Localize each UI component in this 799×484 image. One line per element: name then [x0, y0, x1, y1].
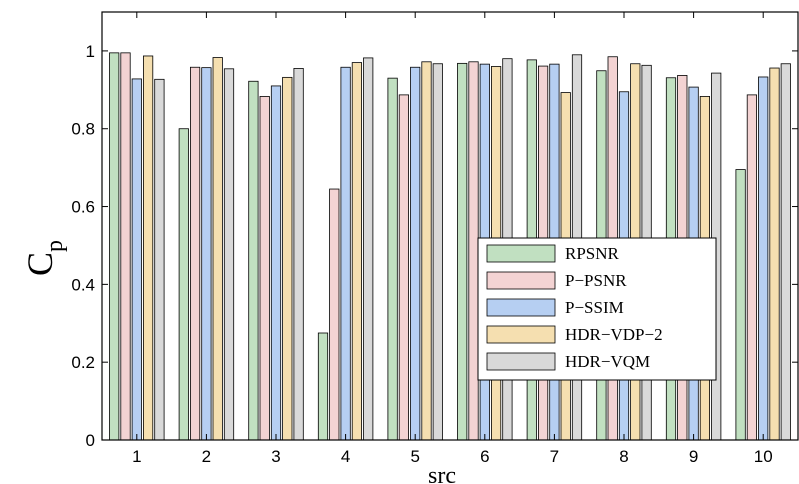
x-tick-label: 4: [341, 447, 350, 466]
bar: [317, 332, 329, 441]
bar: [398, 94, 410, 441]
x-axis-title: src: [428, 463, 456, 484]
x-tick-label: 3: [271, 447, 280, 466]
bar: [154, 78, 165, 441]
y-tick-label: 0.2: [71, 353, 95, 372]
bar: [223, 68, 235, 441]
bar: [758, 76, 769, 441]
legend-label: RPSNR: [565, 244, 620, 263]
bar: [780, 63, 791, 441]
x-tick-label: 2: [202, 447, 211, 466]
bar: [212, 57, 223, 441]
y-axis-title: Cp: [20, 240, 68, 276]
legend-swatch: [486, 271, 556, 290]
legend-swatch: [486, 352, 556, 371]
legend-label: P−SSIM: [565, 298, 624, 317]
bar: [270, 85, 282, 441]
bar: [329, 188, 340, 441]
x-tick-label: 8: [619, 447, 628, 466]
bar: [120, 52, 131, 441]
bar: [178, 128, 189, 441]
bar: [457, 62, 468, 441]
bar: [340, 66, 351, 441]
bar: [259, 96, 270, 441]
bar: [201, 67, 212, 441]
bar: [293, 68, 304, 441]
bar: [351, 62, 363, 441]
bar: [746, 94, 758, 441]
x-tick-label: 10: [754, 447, 773, 466]
x-tick-label: 9: [689, 447, 698, 466]
x-tick-labels: 1 2 3 4 5 6 7 8 9 10: [132, 447, 773, 466]
bar: [387, 77, 398, 441]
y-axis-title-subscript: p: [42, 240, 68, 252]
y-tick-label: 0.6: [71, 198, 95, 217]
bar: [735, 169, 746, 441]
bar: [363, 57, 374, 441]
y-tick-label: 1: [86, 42, 95, 61]
plot-frame: [101, 11, 799, 441]
legend-label: P−PSNR: [565, 271, 627, 290]
bar: [468, 61, 479, 441]
bar: [189, 66, 201, 441]
y-tick-label: 0.4: [71, 275, 95, 294]
legend-swatch: [486, 244, 556, 263]
legend-swatch: [486, 298, 556, 317]
bar: [142, 55, 154, 441]
bar: [421, 61, 432, 441]
y-axis-title-main: C: [20, 252, 60, 276]
legend-swatch: [486, 325, 556, 344]
y-tick-label: 0: [86, 431, 95, 450]
x-tick-label: 6: [480, 447, 489, 466]
legend-label: HDR−VDP−2: [565, 325, 663, 344]
bar: [131, 78, 142, 441]
axis-ticks: [102, 12, 798, 441]
bar: [410, 66, 421, 441]
x-tick-label: 7: [550, 447, 559, 466]
legend: RPSNR P−PSNR P−SSIM HDR−VDP−2 HDR−VQM: [477, 237, 717, 381]
y-tick-label: 0.8: [71, 120, 95, 139]
bar: [432, 63, 443, 441]
legend-label: HDR−VQM: [565, 352, 650, 371]
bar: [248, 80, 259, 441]
x-tick-label: 1: [132, 447, 141, 466]
svg-text:Cp: Cp: [20, 240, 68, 276]
bar: [109, 52, 120, 441]
y-tick-labels: 0 0.2 0.4 0.6 0.8 1: [71, 42, 95, 450]
bar: [282, 76, 293, 441]
x-tick-label: 5: [410, 447, 419, 466]
bar: [769, 67, 780, 441]
